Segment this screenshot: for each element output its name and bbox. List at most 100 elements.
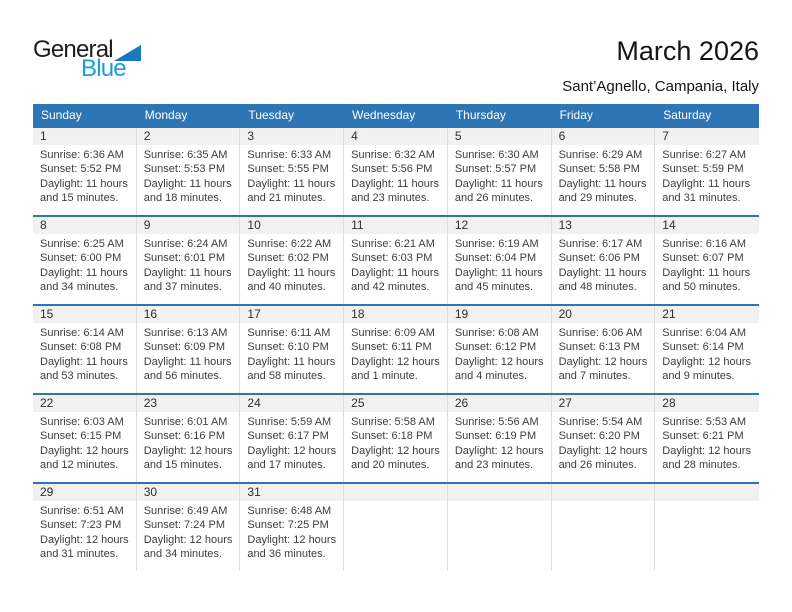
day-cell: 21 Sunrise: 6:04 AM Sunset: 6:14 PM Dayligh… (655, 306, 759, 393)
day-details (448, 501, 551, 504)
day-detail-line: Sunrise: 6:08 AM (454, 327, 539, 339)
day-detail-line: and 53 minutes. (40, 370, 119, 383)
day-detail-line: Sunrise: 6:36 AM (40, 149, 124, 161)
day-detail-line: Daylight: 12 hours (662, 444, 751, 457)
day-detail-line: and 17 minutes. (247, 459, 326, 472)
day-detail-line: Sunset: 6:07 PM (662, 252, 744, 265)
day-detail-line: Daylight: 11 hours (662, 177, 751, 190)
day-number: 19 (447, 306, 551, 323)
day-details: Sunrise: 6:19 AM Sunset: 6:04 PM Daylight:… (448, 234, 551, 295)
day-cell: 9 Sunrise: 6:24 AM Sunset: 6:01 PM Daylight… (136, 217, 241, 304)
day-detail-line: Sunset: 6:08 PM (40, 341, 122, 354)
day-detail-line: and 26 minutes. (558, 459, 637, 472)
day-number: 22 (33, 395, 136, 412)
day-number: 11 (344, 217, 447, 234)
day-number: 16 (136, 306, 240, 323)
day-detail-line: and 28 minutes. (662, 459, 741, 472)
logo-triangle-icon (113, 45, 141, 61)
day-detail-line: Daylight: 11 hours (454, 266, 543, 279)
day-detail-line: and 50 minutes. (662, 281, 741, 294)
day-detail-line: Sunset: 5:55 PM (247, 163, 329, 176)
weekday-label-wednesday: Wednesday (352, 108, 416, 122)
day-number: 10 (240, 217, 344, 234)
day-details: Sunrise: 6:51 AM Sunset: 7:23 PM Daylight:… (33, 501, 136, 562)
empty-day-cell (551, 484, 656, 571)
day-detail-line: Daylight: 11 hours (143, 355, 232, 368)
day-detail-line: and 45 minutes. (454, 281, 534, 294)
weekday-label-saturday: Saturday (663, 108, 712, 122)
day-cell: 10 Sunrise: 6:22 AM Sunset: 6:02 PM Dayligh… (240, 217, 345, 304)
day-detail-line: and 23 minutes. (351, 192, 430, 205)
day-detail-line: and 9 minutes. (662, 370, 735, 383)
day-details: Sunrise: 6:27 AM Sunset: 5:59 PM Daylight:… (655, 145, 759, 206)
day-detail-line: Sunset: 6:16 PM (143, 430, 226, 443)
day-detail-line: Sunrise: 6:16 AM (662, 238, 747, 250)
day-detail-line: Sunrise: 6:27 AM (662, 149, 747, 161)
day-detail-line: Sunrise: 6:04 AM (662, 327, 747, 339)
day-detail-line: Sunset: 6:21 PM (662, 430, 744, 443)
day-details (344, 501, 447, 504)
day-detail-line: Sunrise: 6:22 AM (247, 238, 332, 250)
day-number: 13 (551, 217, 655, 234)
day-detail-line: Sunrise: 6:17 AM (558, 238, 643, 250)
day-detail-line: Sunset: 6:12 PM (454, 341, 537, 354)
day-details: Sunrise: 6:49 AM Sunset: 7:24 PM Daylight:… (137, 501, 240, 562)
day-detail-line: Sunset: 6:01 PM (143, 252, 226, 265)
day-detail-line: and 26 minutes. (454, 192, 534, 205)
day-details: Sunrise: 6:01 AM Sunset: 6:16 PM Daylight:… (137, 412, 240, 473)
day-detail-line: and 1 minute. (351, 370, 418, 383)
day-detail-line: Sunset: 6:00 PM (40, 252, 122, 265)
day-number: 8 (33, 217, 136, 234)
day-cell: 17 Sunrise: 6:11 AM Sunset: 6:10 PM Dayligh… (240, 306, 345, 393)
day-detail-line: and 56 minutes. (143, 370, 222, 383)
day-detail-line: Sunrise: 6:09 AM (351, 327, 435, 339)
day-cell: 2 Sunrise: 6:35 AM Sunset: 5:53 PM Daylight… (136, 128, 241, 215)
weekday-label-sunday: Sunday (41, 108, 82, 122)
day-detail-line: Sunrise: 6:19 AM (454, 238, 539, 250)
day-detail-line: Sunrise: 5:53 AM (662, 416, 747, 428)
day-cell: 15 Sunrise: 6:14 AM Sunset: 6:08 PM Dayligh… (33, 306, 137, 393)
day-detail-line: and 34 minutes. (143, 548, 222, 561)
day-detail-line: Daylight: 11 hours (351, 177, 439, 190)
day-number: 6 (551, 128, 655, 145)
day-detail-line: Daylight: 12 hours (351, 444, 440, 457)
day-detail-line: Sunrise: 6:49 AM (143, 505, 228, 517)
day-number: 31 (240, 484, 344, 501)
day-detail-line: Sunrise: 6:01 AM (143, 416, 228, 428)
day-details: Sunrise: 6:03 AM Sunset: 6:15 PM Daylight:… (33, 412, 136, 473)
day-detail-line: and 20 minutes. (351, 459, 430, 472)
day-cell: 20 Sunrise: 6:06 AM Sunset: 6:13 PM Dayligh… (551, 306, 656, 393)
day-detail-line: and 31 minutes. (40, 548, 119, 561)
day-cell: 27 Sunrise: 5:54 AM Sunset: 6:20 PM Dayligh… (551, 395, 656, 482)
day-detail-line: Daylight: 11 hours (40, 355, 128, 368)
day-number: 2 (136, 128, 240, 145)
day-number: 14 (655, 217, 759, 234)
calendar-grid: Sunday Monday Tuesday Wednesday Thursday Frid… (33, 104, 759, 571)
day-details: Sunrise: 6:17 AM Sunset: 6:06 PM Daylight:… (552, 234, 655, 295)
day-number: 23 (136, 395, 240, 412)
day-cell: 22 Sunrise: 6:03 AM Sunset: 6:15 PM Dayligh… (33, 395, 137, 482)
day-detail-line: Daylight: 12 hours (558, 355, 648, 368)
day-detail-line: Daylight: 11 hours (454, 177, 543, 190)
day-detail-line: Daylight: 11 hours (558, 177, 647, 190)
day-detail-line: Sunset: 6:15 PM (40, 430, 122, 443)
day-details: Sunrise: 6:09 AM Sunset: 6:11 PM Daylight:… (344, 323, 447, 384)
day-detail-line: Daylight: 11 hours (40, 266, 128, 279)
day-cell: 6 Sunrise: 6:29 AM Sunset: 5:58 PM Daylight… (551, 128, 656, 215)
day-cell: 13 Sunrise: 6:17 AM Sunset: 6:06 PM Dayligh… (551, 217, 656, 304)
day-number (551, 484, 655, 501)
day-detail-line: Sunset: 5:57 PM (454, 163, 537, 176)
day-detail-line: Sunrise: 6:35 AM (143, 149, 228, 161)
day-number: 21 (655, 306, 759, 323)
day-details: Sunrise: 6:08 AM Sunset: 6:12 PM Daylight:… (448, 323, 551, 384)
day-details: Sunrise: 6:25 AM Sunset: 6:00 PM Daylight:… (33, 234, 136, 295)
day-detail-line: Daylight: 12 hours (351, 355, 440, 368)
day-detail-line: and 58 minutes. (247, 370, 326, 383)
day-details: Sunrise: 6:36 AM Sunset: 5:52 PM Daylight:… (33, 145, 136, 206)
day-detail-line: Sunrise: 6:33 AM (247, 149, 332, 161)
day-detail-line: and 23 minutes. (454, 459, 534, 472)
day-number: 30 (136, 484, 240, 501)
day-detail-line: Sunset: 5:56 PM (351, 163, 433, 176)
day-detail-line: Sunset: 5:59 PM (662, 163, 744, 176)
day-detail-line: Sunset: 6:03 PM (351, 252, 433, 265)
